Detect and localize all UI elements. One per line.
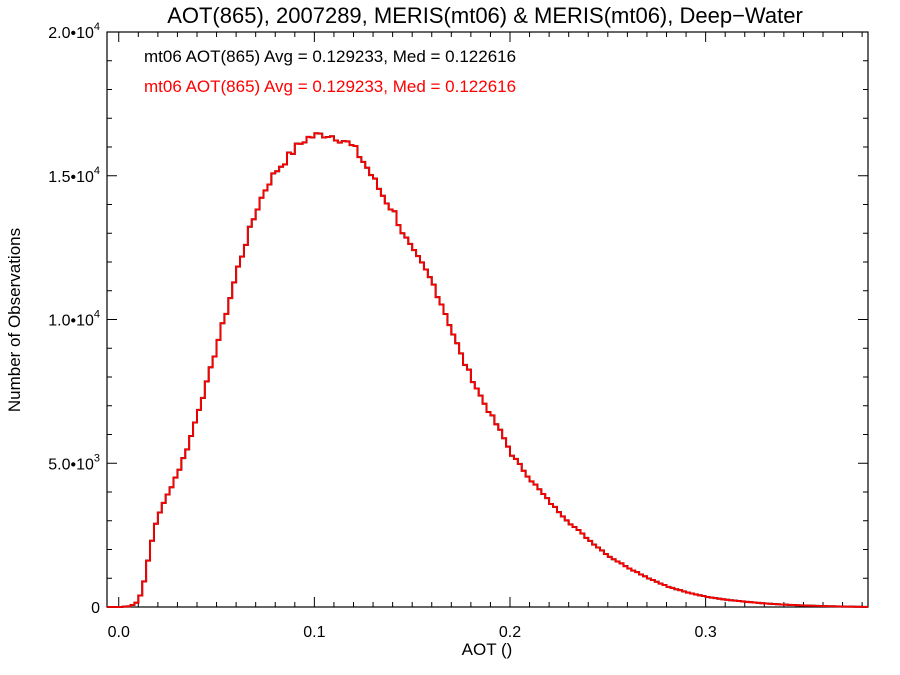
y-tick-label: 1.0•104 — [48, 309, 100, 330]
x-tick-label: 0.2 — [499, 624, 521, 641]
x-axis: 0.0 0.1 0.2 0.3 — [108, 32, 863, 641]
y-tick-label: 0 — [91, 600, 100, 617]
y-axis-label: Number of Observations — [5, 228, 24, 412]
series-line-0 — [107, 132, 868, 608]
x-tick-label: 0.0 — [108, 624, 130, 641]
y-axis: 0 5.0•103 1.0•104 1.5•104 2.0•104 — [48, 21, 868, 617]
plot-frame — [106, 31, 869, 608]
chart-title: AOT(865), 2007289, MERIS(mt06) & MERIS(m… — [167, 3, 803, 28]
x-axis-label: AOT () — [462, 640, 513, 659]
y-tick-label: 2.0•104 — [48, 21, 100, 42]
series-line-1 — [107, 132, 868, 608]
annotation-red-stats: mt06 AOT(865) Avg = 0.129233, Med = 0.12… — [144, 77, 516, 96]
y-tick-label: 1.5•104 — [48, 165, 100, 186]
series-layer — [107, 132, 868, 608]
x-tick-label: 0.3 — [695, 624, 717, 641]
y-tick-label: 5.0•103 — [48, 452, 100, 473]
annotation-black-stats: mt06 AOT(865) Avg = 0.129233, Med = 0.12… — [144, 47, 516, 66]
x-tick-label: 0.1 — [303, 624, 325, 641]
